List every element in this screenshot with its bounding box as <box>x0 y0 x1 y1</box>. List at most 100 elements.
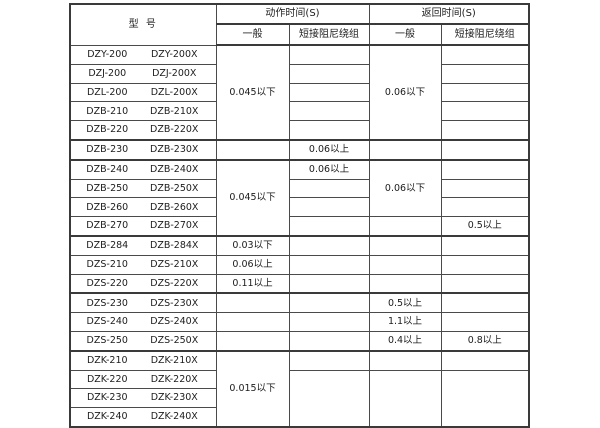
action-general-value-cell: 0.045以下 <box>215 158 290 237</box>
table-row: DZS-210 DZS-210X 0.06以上 <box>69 254 530 275</box>
action-general-value-cell: 0.015以下 <box>215 349 290 428</box>
return-damping-value-cell <box>440 63 530 84</box>
table-row: DZL-200 DZL-200X <box>69 82 530 103</box>
action-general-value-cell <box>215 312 290 332</box>
model-cell: DZB-230 DZB-230X <box>69 138 217 161</box>
header-action-time-group: 动作时间(S) <box>215 3 370 25</box>
return-damping-value-cell <box>440 254 530 275</box>
action-general-value-cell: 0.11以上 <box>215 273 290 294</box>
action-general-value-cell: 0.06以上 <box>215 254 290 275</box>
header-group-row: 型 号 动作时间(S) 返回时间(S) <box>69 3 530 46</box>
return-damping-value-cell <box>440 292 530 314</box>
model-cell: DZY-200 DZY-200X <box>69 44 217 65</box>
action-general-value-cell <box>215 138 290 161</box>
model-name-variant: DZB-260X <box>150 201 199 213</box>
model-name-variant: DZY-200X <box>150 48 198 60</box>
model-name-variant: DZS-250X <box>150 335 199 347</box>
action-damping-value-cell <box>288 254 370 275</box>
table-row: DZS-240 DZS-240X 1.1以上 <box>69 312 530 332</box>
return-damping-value-cell <box>440 44 530 65</box>
model-name-primary: DZS-220 <box>86 277 128 289</box>
model-cell: DZK-230 DZK-230X <box>69 388 217 409</box>
model-name-variant: DZB-210X <box>150 105 199 117</box>
model-name-primary: DZK-210 <box>86 354 128 366</box>
return-general-value-cell <box>368 254 442 275</box>
model-cell: DZS-210 DZS-210X <box>69 254 217 275</box>
return-general-value-cell <box>368 234 442 256</box>
return-general-value-cell <box>368 138 442 161</box>
return-general-value-cell: 1.1以上 <box>368 312 442 332</box>
model-name-primary: DZK-220 <box>86 373 128 385</box>
return-damping-value-cell <box>440 120 530 141</box>
action-damping-value-cell: 0.06以上 <box>288 158 370 180</box>
return-damping-value-cell: 0.8以上 <box>440 330 530 352</box>
model-cell: DZB-270 DZB-270X <box>69 216 217 237</box>
return-damping-value-cell <box>440 369 530 428</box>
action-general-value-cell <box>215 330 290 352</box>
return-general-value-cell <box>368 369 442 428</box>
action-damping-value-cell <box>288 44 370 65</box>
table-row: DZJ-200 DZJ-200X <box>69 63 530 84</box>
return-general-value-cell: 0.4以上 <box>368 330 442 352</box>
table-row: DZB-284 DZB-284X 0.03以下 <box>69 234 530 256</box>
table-body: DZY-200 DZY-200X 0.045以下 0.06以下 DZJ-200 DZJ-2… <box>69 44 530 428</box>
header-model: 型 号 <box>69 3 217 46</box>
model-cell: DZK-220 DZK-220X <box>69 369 217 390</box>
table-row: DZB-230 DZB-230X 0.06以上 <box>69 138 530 161</box>
model-cell: DZK-210 DZK-210X <box>69 349 217 371</box>
action-damping-value-cell <box>288 101 370 122</box>
model-name-variant: DZJ-200X <box>152 67 197 79</box>
return-general-value-cell: 0.5以上 <box>368 292 442 314</box>
model-cell: DZS-230 DZS-230X <box>69 292 217 314</box>
return-damping-value-cell <box>440 312 530 332</box>
table-row: DZS-220 DZS-220X 0.11以上 <box>69 273 530 294</box>
action-damping-value-cell <box>288 63 370 84</box>
action-damping-value-cell <box>288 369 370 428</box>
relay-spec-table: 型 号 动作时间(S) 返回时间(S) 一般 短接阻尼绕组 一般 短接阻尼绕组 … <box>69 3 530 428</box>
model-name-primary: DZB-240 <box>86 163 129 175</box>
model-name-primary: DZS-240 <box>86 316 128 328</box>
action-damping-value-cell <box>288 216 370 237</box>
model-cell: DZB-220 DZB-220X <box>69 120 217 141</box>
return-general-value-cell: 0.06以下 <box>368 44 442 141</box>
return-damping-value-cell <box>440 158 530 180</box>
model-name-primary: DZS-250 <box>86 335 128 347</box>
return-general-value-cell <box>368 216 442 237</box>
model-cell: DZB-240 DZB-240X <box>69 158 217 180</box>
model-name-variant: DZK-240X <box>150 411 198 423</box>
model-name-variant: DZB-270X <box>150 220 199 232</box>
return-damping-value-cell <box>440 101 530 122</box>
return-damping-value-cell <box>440 197 530 218</box>
return-damping-value-cell <box>440 82 530 103</box>
model-name-variant: DZB-284X <box>150 240 199 252</box>
model-cell: DZS-250 DZS-250X <box>69 330 217 352</box>
model-name-primary: DZL-200 <box>86 86 128 98</box>
model-name-primary: DZK-240 <box>86 411 128 423</box>
model-name-primary: DZS-230 <box>86 297 128 309</box>
model-name-primary: DZB-220 <box>86 124 129 136</box>
model-name-primary: DZB-210 <box>86 105 129 117</box>
action-general-value-cell: 0.045以下 <box>215 44 290 141</box>
table-row: DZK-210 DZK-210X 0.015以下 <box>69 349 530 428</box>
action-damping-value-cell <box>288 178 370 199</box>
model-name-primary: DZB-250 <box>86 182 129 194</box>
return-damping-value-cell <box>440 138 530 161</box>
header-return-damping: 短接阻尼绕组 <box>440 23 530 46</box>
model-name-variant: DZS-230X <box>150 297 199 309</box>
model-name-primary: DZK-230 <box>86 392 128 404</box>
table-row: DZS-230 DZS-230X 0.5以上 <box>69 292 530 314</box>
table-row: DZB-270 DZB-270X 0.5以上 <box>69 216 530 237</box>
model-name-variant: DZK-230X <box>150 392 198 404</box>
model-cell: DZL-200 DZL-200X <box>69 82 217 103</box>
header-return-time-group: 返回时间(S) <box>368 3 530 25</box>
table-row: DZB-240 DZB-240X 0.045以下 0.06以上 0.06以下 <box>69 158 530 237</box>
return-damping-value-cell: 0.5以上 <box>440 216 530 237</box>
model-cell: DZS-220 DZS-220X <box>69 273 217 294</box>
action-damping-value-cell <box>288 234 370 256</box>
action-damping-value-cell <box>288 197 370 218</box>
table-row: DZB-210 DZB-210X <box>69 101 530 122</box>
action-general-value-cell: 0.03以下 <box>215 234 290 256</box>
table-header: 型 号 动作时间(S) 返回时间(S) 一般 短接阻尼绕组 一般 短接阻尼绕组 <box>69 3 530 46</box>
table-row: DZY-200 DZY-200X 0.045以下 0.06以下 <box>69 44 530 141</box>
table-row: DZS-250 DZS-250X 0.4以上 0.8以上 <box>69 330 530 352</box>
